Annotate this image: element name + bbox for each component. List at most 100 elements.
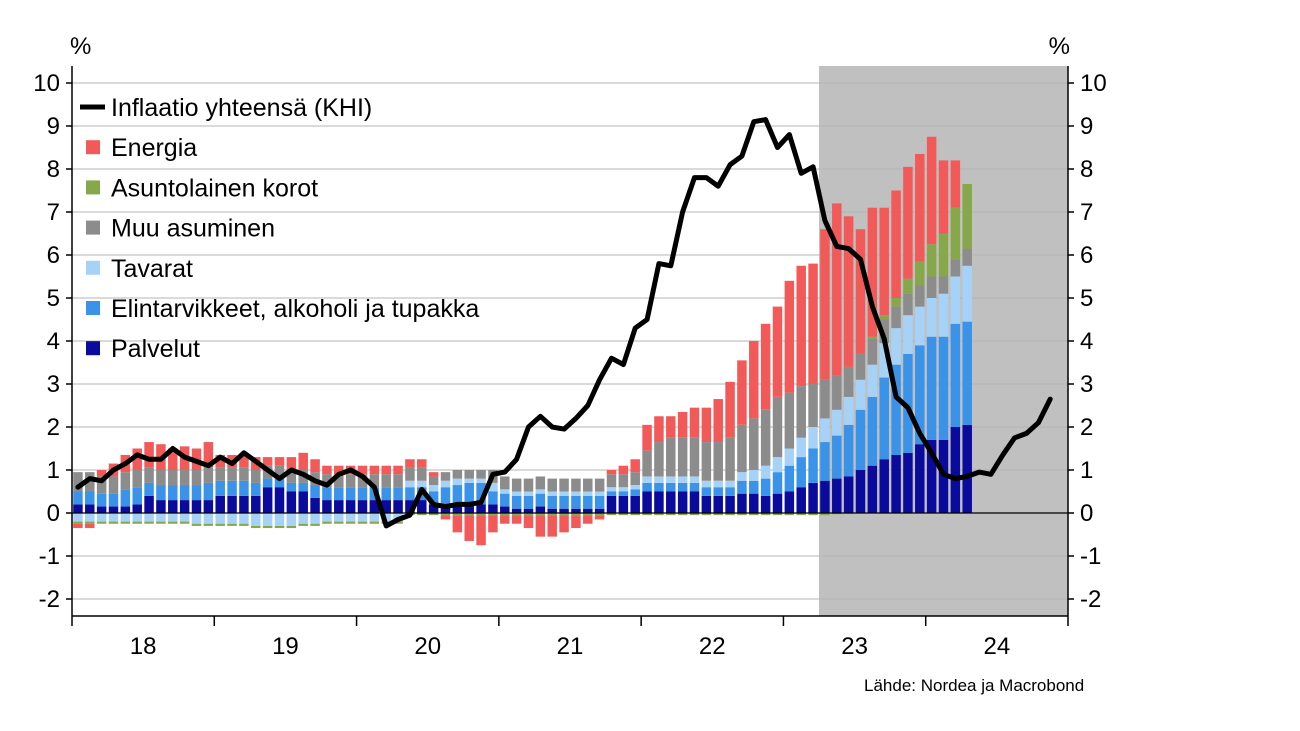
bar-segment <box>950 259 961 277</box>
bar-segment <box>381 500 391 513</box>
y-tick-label-right: 2 <box>1080 414 1093 441</box>
bar-segment <box>689 407 700 438</box>
bar-segment <box>96 493 107 507</box>
bar-segment <box>879 315 889 320</box>
bar-segment <box>405 459 415 468</box>
bar-segment <box>559 495 569 509</box>
bar-segment <box>891 364 901 455</box>
bar-segment <box>511 515 522 524</box>
bar-segment <box>120 513 131 522</box>
bar-segment <box>903 315 913 354</box>
bar-segment <box>535 515 546 537</box>
bar-segment <box>452 478 463 486</box>
bar-segment <box>832 435 842 479</box>
bar-segment <box>583 491 593 496</box>
y-unit-right: % <box>1049 33 1070 60</box>
y-tick-label-right: 3 <box>1080 371 1093 398</box>
bar-segment <box>168 500 178 513</box>
bar-segment <box>535 513 546 516</box>
bar-segment <box>938 276 949 294</box>
bar-segment <box>144 495 154 513</box>
legend-label: Muu asuminen <box>111 215 275 243</box>
bar-segment <box>73 521 83 524</box>
legend-label: Inflaatio yhteensä (KHI) <box>111 94 372 122</box>
bar-segment <box>156 470 166 486</box>
bar-segment <box>357 487 368 501</box>
bar-segment <box>784 491 795 513</box>
bar-segment <box>535 476 546 490</box>
bar-segment <box>571 495 581 509</box>
bar-segment <box>962 265 972 322</box>
bar-segment <box>322 474 332 488</box>
bar-segment <box>334 500 344 513</box>
bar-segment <box>215 523 225 526</box>
bar-segment <box>891 306 901 329</box>
bar-segment <box>203 442 214 468</box>
bar-segment <box>108 493 119 507</box>
bar-segment <box>677 437 688 477</box>
bar-segment <box>677 411 688 438</box>
bar-segment <box>239 480 249 496</box>
bar-segment <box>772 493 783 513</box>
y-tick-label-left: 2 <box>47 414 60 441</box>
bar-segment <box>405 487 415 501</box>
bar-segment <box>547 508 557 513</box>
bar-segment <box>855 470 866 513</box>
bar-segment <box>559 513 569 516</box>
bar-segment <box>772 457 783 473</box>
bar-segment <box>96 470 107 477</box>
bar-segment <box>227 467 237 481</box>
x-tick-label: 24 <box>984 633 1011 660</box>
bar-segment <box>820 418 830 443</box>
bar-segment <box>630 513 640 516</box>
bar-segment <box>618 474 629 488</box>
bar-segment <box>452 470 463 479</box>
bar-segment <box>808 482 818 513</box>
bar-segment <box>440 487 451 505</box>
bar-segment <box>606 491 617 496</box>
bar-segment <box>547 478 557 492</box>
y-tick-label-left: 8 <box>47 156 60 183</box>
bar-segment <box>559 491 569 496</box>
bar-segment <box>915 444 925 513</box>
bar-segment <box>832 409 842 436</box>
bar-segment <box>737 472 747 481</box>
bar-segment <box>784 280 795 393</box>
bar-segment <box>618 495 629 513</box>
bar-segment <box>120 506 131 513</box>
y-tick-label-right: 7 <box>1080 199 1093 226</box>
bar-segment <box>796 437 806 458</box>
bar-segment <box>132 470 142 488</box>
bar-segment <box>393 474 403 488</box>
bar-segment <box>286 491 297 513</box>
bar-segment <box>737 424 747 473</box>
y-tick-label-left: -1 <box>39 543 60 570</box>
bar-segment <box>322 513 332 522</box>
bar-segment <box>594 491 605 496</box>
bar-segment <box>535 493 546 507</box>
bar-segment <box>583 478 593 492</box>
bar-segment <box>156 521 166 524</box>
bar-segment <box>96 521 107 524</box>
bar-segment <box>500 489 510 494</box>
bar-segment <box>926 298 937 337</box>
bar-segment <box>808 384 818 427</box>
bar-segment <box>879 343 889 378</box>
bar-segment <box>796 487 806 513</box>
bar-segment <box>559 515 569 533</box>
bar-segment <box>606 495 617 513</box>
y-tick-label-left: 10 <box>33 70 60 97</box>
bar-segment <box>630 495 640 513</box>
bar-segment <box>891 454 901 513</box>
y-tick-label-right: 5 <box>1080 285 1093 312</box>
bar-segment <box>334 465 344 475</box>
bar-segment <box>630 459 640 473</box>
bar-segment <box>298 491 308 513</box>
bar-segment <box>203 513 214 524</box>
bar-segment <box>381 474 391 488</box>
bar-segment <box>926 244 937 277</box>
bar-segment <box>239 467 249 481</box>
bar-segment <box>168 470 178 486</box>
bar-segment <box>784 513 795 516</box>
bar-segment <box>891 298 901 307</box>
